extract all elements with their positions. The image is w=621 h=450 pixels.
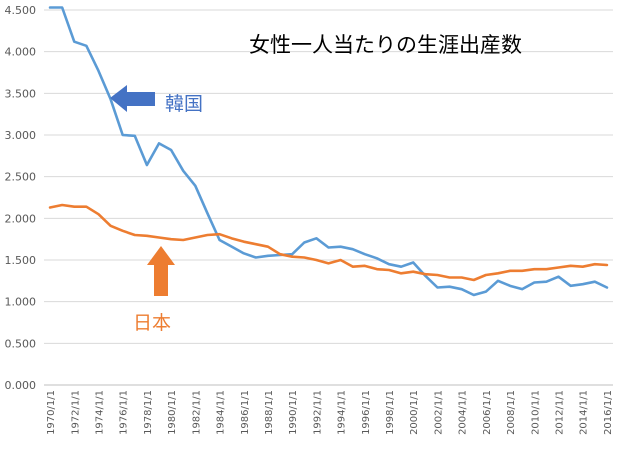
x-tick-label: 1992/1/1 [312,390,323,435]
x-tick-label: 2016/1/1 [603,390,614,435]
x-tick-label: 2008/1/1 [506,390,517,435]
x-axis-ticks: 1970/1/1 1972/1/1 1974/1/1 1976/1/1 1978/1/1… [46,390,614,435]
series-line-korea [48,6,609,297]
x-tick-label: 1980/1/1 [167,390,178,435]
y-tick-label: 0.000 [5,379,37,392]
y-tick-label: 3.500 [5,87,37,100]
y-tick-label: 0.500 [5,337,37,350]
series-line-japan [48,203,609,282]
y-tick-label: 2.500 [5,171,37,184]
x-tick-label: 1994/1/1 [337,390,348,435]
gridlines [44,9,613,386]
japan-label: 日本 [133,312,171,334]
chart-title: 女性一人当たりの生涯出産数 [249,33,522,57]
x-tick-label: 1984/1/1 [216,390,227,435]
x-tick-label: 2004/1/1 [458,390,469,435]
korea-arrow [110,85,155,112]
x-tick-label: 1982/1/1 [191,390,202,435]
y-axis-ticks: 0.000 0.500 1.000 1.500 2.000 2.500 3.000 3.500… [5,4,37,392]
y-tick-label: 3.000 [5,129,37,142]
x-tick-label: 1976/1/1 [119,390,130,435]
x-tick-label: 1996/1/1 [361,390,372,435]
series-lines [48,6,609,297]
x-tick-label: 2010/1/1 [530,390,541,435]
x-tick-label: 1970/1/1 [46,390,57,435]
x-tick-label: 2012/1/1 [555,390,566,435]
y-tick-label: 2.000 [5,212,37,225]
x-tick-label: 1988/1/1 [264,390,275,435]
x-tick-label: 1974/1/1 [94,390,105,435]
japan-arrow [147,246,175,296]
x-tick-label: 1998/1/1 [385,390,396,435]
x-tick-label: 2014/1/1 [579,390,590,435]
korea-label: 韓国 [165,93,203,115]
y-tick-label: 1.500 [5,254,37,267]
x-tick-label: 2000/1/1 [409,390,420,435]
y-tick-label: 4.000 [5,46,37,59]
x-tick-label: 1986/1/1 [240,390,251,435]
x-tick-label: 1978/1/1 [143,390,154,435]
x-tick-label: 1972/1/1 [70,390,81,435]
y-tick-label: 1.000 [5,296,37,309]
y-tick-label: 4.500 [5,4,37,17]
x-tick-label: 1990/1/1 [288,390,299,435]
x-tick-label: 2006/1/1 [482,390,493,435]
x-tick-label: 2002/1/1 [433,390,444,435]
